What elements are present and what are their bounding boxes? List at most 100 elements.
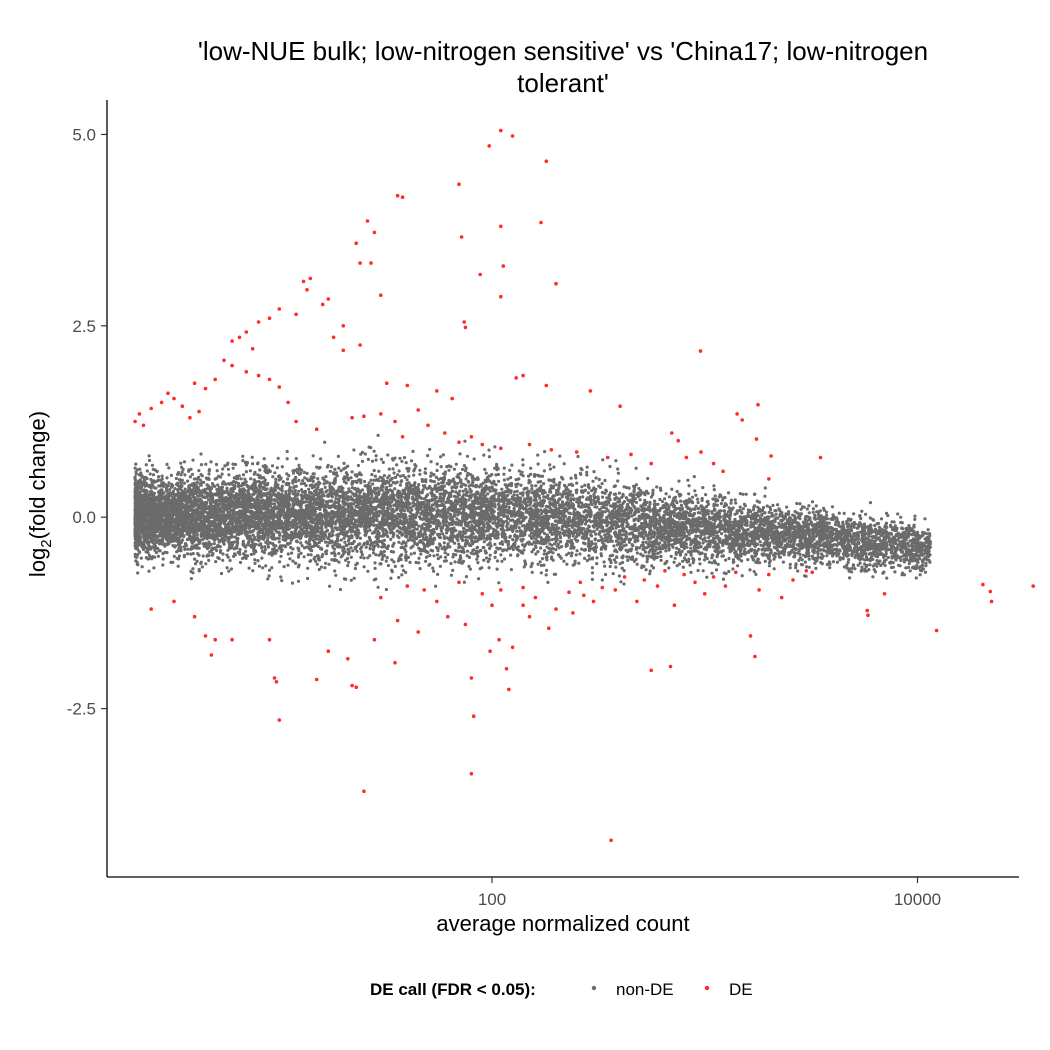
non-de-point [144, 463, 148, 467]
non-de-point [813, 513, 817, 517]
non-de-point [324, 561, 328, 565]
non-de-point [580, 547, 584, 551]
non-de-point [826, 530, 830, 534]
non-de-point [404, 558, 408, 562]
non-de-point [687, 500, 692, 504]
non-de-point [322, 482, 326, 486]
non-de-point [443, 551, 447, 555]
non-de-point [851, 564, 856, 568]
non-de-point [679, 503, 684, 507]
non-de-point [227, 473, 231, 477]
non-de-point [260, 546, 264, 550]
non-de-point [635, 562, 639, 566]
non-de-point [384, 587, 388, 592]
non-de-point [499, 517, 503, 522]
non-de-point [402, 456, 407, 460]
non-de-point [350, 470, 354, 474]
non-de-point [207, 472, 211, 476]
non-de-point [686, 478, 690, 482]
non-de-point [413, 485, 417, 489]
non-de-point [342, 536, 346, 540]
non-de-point [401, 473, 405, 478]
non-de-point [375, 515, 379, 519]
non-de-point [386, 453, 390, 457]
non-de-point [253, 470, 257, 474]
non-de-point [548, 463, 552, 467]
non-de-point [743, 547, 747, 551]
non-de-point [469, 510, 473, 514]
non-de-point [154, 551, 158, 555]
non-de-point [592, 492, 596, 496]
non-de-point [578, 552, 582, 556]
non-de-point [238, 552, 242, 556]
non-de-point [445, 527, 449, 531]
non-de-point [457, 542, 461, 546]
non-de-point [339, 469, 343, 473]
non-de-point [372, 551, 376, 555]
non-de-point [822, 515, 826, 520]
non-de-point [763, 494, 767, 498]
non-de-point [515, 529, 519, 533]
non-de-point [569, 554, 574, 558]
non-de-point [499, 553, 503, 557]
non-de-point [385, 556, 389, 560]
non-de-point [435, 462, 439, 466]
non-de-point [468, 567, 472, 571]
non-de-point [276, 456, 280, 460]
non-de-point [529, 466, 533, 470]
non-de-point [682, 556, 687, 560]
non-de-point [189, 577, 193, 581]
non-de-point [907, 562, 911, 566]
non-de-point [286, 563, 290, 567]
non-de-point [436, 572, 440, 577]
non-de-point [165, 476, 169, 480]
non-de-point [223, 464, 227, 468]
non-de-point [199, 463, 204, 467]
non-de-point [703, 558, 707, 562]
non-de-point [467, 555, 471, 560]
non-de-point [404, 461, 408, 465]
non-de-point [436, 549, 440, 553]
non-de-point [270, 464, 275, 468]
non-de-point [291, 559, 295, 563]
non-de-point [785, 505, 789, 509]
non-de-point [860, 565, 864, 569]
non-de-point [179, 473, 183, 477]
non-de-point [432, 569, 436, 573]
non-de-point [280, 579, 284, 583]
non-de-point [689, 570, 693, 575]
non-de-point [879, 517, 884, 521]
non-de-point [462, 580, 466, 584]
non-de-point [670, 487, 674, 491]
non-de-point [586, 530, 590, 534]
non-de-point [279, 477, 283, 481]
non-de-point [306, 566, 310, 570]
non-de-point [285, 449, 289, 454]
non-de-point [763, 486, 767, 490]
non-de-point [312, 475, 316, 479]
non-de-point [374, 454, 378, 458]
non-de-point [539, 571, 543, 575]
non-de-point [627, 486, 631, 490]
non-de-point [507, 505, 511, 509]
non-de-point [335, 474, 339, 478]
non-de-point [825, 562, 830, 567]
non-de-point [221, 558, 225, 562]
non-de-point [883, 563, 887, 568]
non-de-point [333, 467, 337, 471]
non-de-point [204, 562, 208, 566]
non-de-point [423, 467, 427, 471]
non-de-point [763, 559, 767, 564]
non-de-point [349, 555, 353, 559]
non-de-point [756, 505, 760, 509]
non-de-point [860, 509, 864, 513]
non-de-point [418, 567, 422, 571]
non-de-point [354, 563, 358, 567]
non-de-point [134, 462, 138, 466]
non-de-point [712, 488, 716, 492]
non-de-point [426, 454, 430, 458]
non-de-point [502, 472, 506, 476]
non-de-point [721, 577, 726, 581]
non-de-point [244, 549, 248, 553]
non-de-point [323, 566, 327, 570]
